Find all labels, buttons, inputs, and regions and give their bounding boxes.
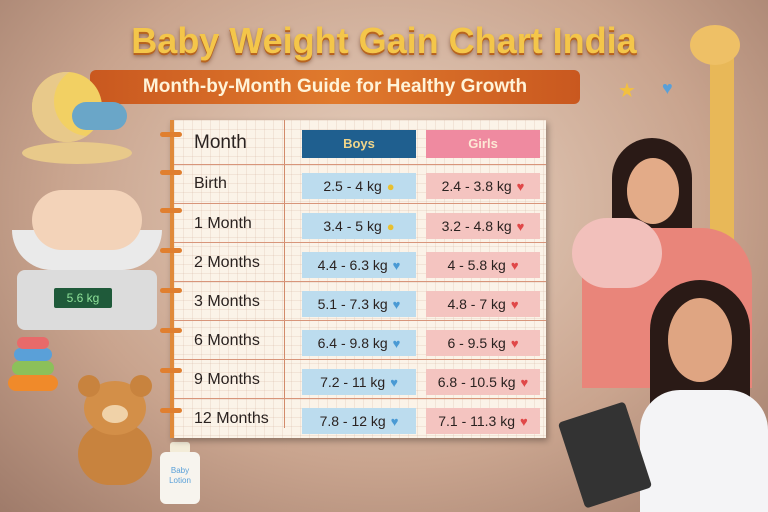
girls-weight-cell: 6.8 - 10.5 kg ♥ <box>426 369 540 395</box>
table-row: 1 Month 3.4 - 5 kg ● 3.2 - 4.8 kg ♥ <box>174 203 546 243</box>
notebook-ring <box>160 248 182 253</box>
table-row: Birth 2.5 - 4 kg ● 2.4 - 3.8 kg ♥ <box>174 164 546 203</box>
heart-icon: ♥ <box>392 335 401 351</box>
month-cell: Birth <box>194 175 227 192</box>
girls-weight: 3.2 - 4.8 kg <box>441 218 512 234</box>
month-cell: 3 Months <box>194 293 260 310</box>
boys-weight-cell: 2.5 - 4 kg ● <box>302 173 416 199</box>
table-header-row: Month Boys Girls <box>174 120 546 165</box>
girls-weight-cell: 6 - 9.5 kg ♥ <box>426 330 540 356</box>
month-cell: 1 Month <box>194 215 252 232</box>
heart-icon: ♥ <box>520 413 528 429</box>
heart-icon: ♥ <box>520 374 529 390</box>
table-row: 2 Months 4.4 - 6.3 kg ♥ 4 - 5.8 kg ♥ <box>174 242 546 282</box>
table-row: 9 Months 7.2 - 11 kg ♥ 6.8 - 10.5 kg ♥ <box>174 359 546 399</box>
heart-icon: ♥ <box>510 296 519 312</box>
notebook-ring <box>160 408 182 413</box>
header-month: Month <box>194 132 247 153</box>
page-subtitle: Month-by-Month Guide for Healthy Growth <box>90 70 580 104</box>
notebook-ring <box>160 288 182 293</box>
heart-icon: ♥ <box>390 374 398 390</box>
girls-weight-cell: 3.2 - 4.8 kg ♥ <box>426 213 540 239</box>
boys-weight-cell: 4.4 - 6.3 kg ♥ <box>302 252 416 278</box>
boys-weight: 3.4 - 5 kg <box>323 218 382 234</box>
heart-ornament-icon: ♥ <box>662 78 673 98</box>
table-row: 6 Months 6.4 - 9.8 kg ♥ 6 - 9.5 kg ♥ <box>174 320 546 360</box>
moon-baby-illustration <box>22 62 132 164</box>
girls-weight: 2.4 - 3.8 kg <box>441 178 512 194</box>
notebook-ring <box>160 328 182 333</box>
notebook-ring <box>160 368 182 373</box>
table-row: 3 Months 5.1 - 7.3 kg ♥ 4.8 - 7 kg ♥ <box>174 281 546 321</box>
girls-weight-cell: 4 - 5.8 kg ♥ <box>426 252 540 278</box>
coins-icon: ● <box>386 218 395 234</box>
girls-weight: 6 - 9.5 kg <box>447 335 506 351</box>
heart-icon: ♥ <box>516 178 525 194</box>
baby-lotion-bottle: Baby Lotion <box>160 442 200 504</box>
boys-weight-cell: 5.1 - 7.3 kg ♥ <box>302 291 416 317</box>
boys-weight: 2.5 - 4 kg <box>323 178 382 194</box>
column-divider <box>284 120 285 428</box>
notebook-ring <box>160 170 182 175</box>
girls-weight-cell: 2.4 - 3.8 kg ♥ <box>426 173 540 199</box>
baby-scale-illustration: 5.6 kg <box>12 190 162 340</box>
doctor-illustration <box>557 270 768 512</box>
heart-icon: ♥ <box>510 335 519 351</box>
heart-icon: ♥ <box>392 296 401 312</box>
boys-weight-cell: 3.4 - 5 kg ● <box>302 213 416 239</box>
girls-weight: 4 - 5.8 kg <box>447 257 506 273</box>
girls-weight: 4.8 - 7 kg <box>447 296 506 312</box>
boys-weight: 4.4 - 6.3 kg <box>317 257 388 273</box>
month-cell: 9 Months <box>194 371 260 388</box>
heart-icon: ♥ <box>390 413 399 429</box>
scale-display: 5.6 kg <box>54 288 112 308</box>
month-cell: 6 Months <box>194 332 260 349</box>
clipboard-illustration <box>557 401 653 509</box>
heart-icon: ♥ <box>510 257 519 273</box>
boys-weight: 7.2 - 11 kg <box>320 374 386 390</box>
month-cell: 2 Months <box>194 254 260 271</box>
girls-weight-cell: 7.1 - 11.3 kg ♥ <box>426 408 540 434</box>
girls-weight-cell: 4.8 - 7 kg ♥ <box>426 291 540 317</box>
stacking-rings-toy <box>8 335 58 395</box>
coins-icon: ● <box>386 178 395 194</box>
notebook-ring <box>160 132 182 137</box>
boys-weight-cell: 7.8 - 12 kg ♥ <box>302 408 416 434</box>
lotion-label: Baby Lotion <box>169 466 191 485</box>
boys-weight: 6.4 - 9.8 kg <box>317 335 388 351</box>
header-boys: Boys <box>302 130 416 158</box>
girls-weight: 6.8 - 10.5 kg <box>437 374 516 390</box>
heart-icon: ♥ <box>392 257 401 273</box>
page-title: Baby Weight Gain Chart India <box>131 20 637 61</box>
giraffe-illustration <box>690 15 750 255</box>
boys-weight-cell: 7.2 - 11 kg ♥ <box>302 369 416 395</box>
boys-weight: 7.8 - 12 kg <box>319 413 386 429</box>
table-row: 12 Months 7.8 - 12 kg ♥ 7.1 - 11.3 kg ♥ <box>174 398 546 438</box>
boys-weight: 5.1 - 7.3 kg <box>317 296 388 312</box>
month-cell: 12 Months <box>194 410 269 427</box>
weight-chart-table: Month Boys Girls Birth 2.5 - 4 kg ● 2.4 - 3… <box>160 120 546 438</box>
header-girls: Girls <box>426 130 540 158</box>
star-icon: ★ <box>618 80 636 102</box>
boys-weight-cell: 6.4 - 9.8 kg ♥ <box>302 330 416 356</box>
notebook-ring <box>160 208 182 213</box>
teddy-bear-illustration <box>70 375 160 485</box>
heart-icon: ♥ <box>516 218 525 234</box>
girls-weight: 7.1 - 11.3 kg <box>438 413 516 429</box>
